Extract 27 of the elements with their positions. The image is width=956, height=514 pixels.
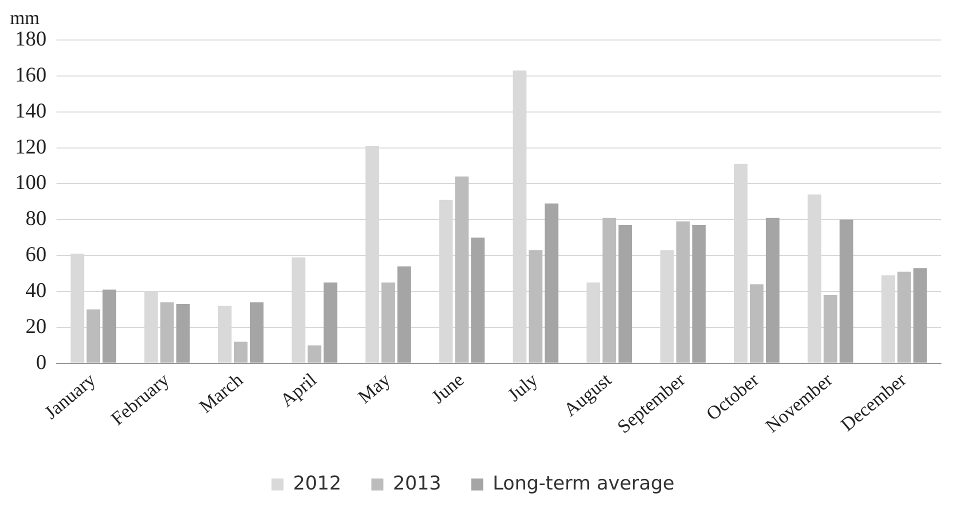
legend-label: Long-term average xyxy=(492,472,674,494)
y-tick-label: 80 xyxy=(26,206,46,230)
bar xyxy=(455,176,469,363)
y-tick-label: 100 xyxy=(15,170,46,194)
y-tick-label: 120 xyxy=(15,134,46,158)
bar xyxy=(750,284,764,363)
x-tick-label: July xyxy=(504,369,542,406)
bar xyxy=(528,250,542,363)
bar xyxy=(160,302,174,363)
y-tick-label: 40 xyxy=(26,278,46,302)
bar xyxy=(86,309,100,363)
bar xyxy=(381,282,395,363)
bar xyxy=(676,221,690,363)
y-tick-label: 20 xyxy=(26,314,46,338)
y-tick-label: 140 xyxy=(15,98,46,122)
y-tick-label: 60 xyxy=(26,242,46,266)
y-tick-label: 160 xyxy=(15,62,46,86)
bar xyxy=(308,345,322,363)
x-tick-label: June xyxy=(428,370,468,408)
legend-label: 2012 xyxy=(293,472,342,494)
legend-label: 2013 xyxy=(392,472,442,494)
bar xyxy=(234,342,248,363)
bar xyxy=(602,218,616,363)
x-tick-label: May xyxy=(354,369,395,408)
bar xyxy=(897,272,911,363)
bar xyxy=(824,295,838,363)
y-tick-label: 0 xyxy=(36,350,46,374)
